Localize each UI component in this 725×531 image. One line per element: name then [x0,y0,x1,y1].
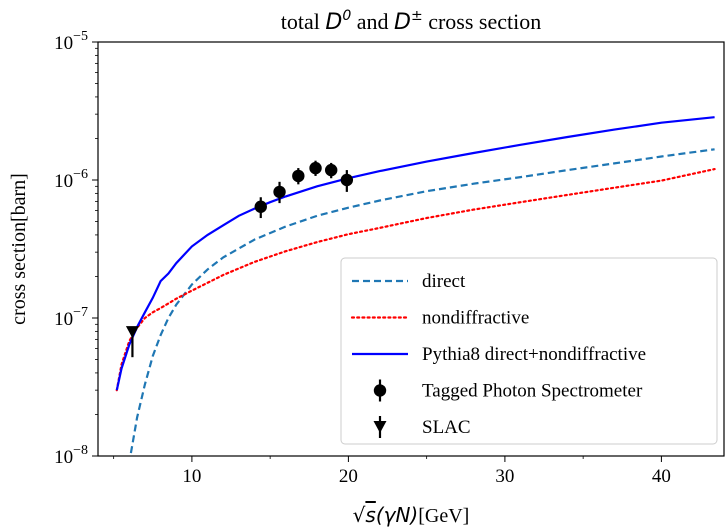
y-axis: 10−8 10−7 10−6 10−5 [54,29,98,468]
data-point-3-0 [254,197,267,219]
legend-label-1: nondiffractive [422,308,529,329]
legend-box [340,257,718,445]
marker-layer [125,160,354,358]
point-marker [254,200,267,213]
series-layer [115,116,716,454]
legend-item-3: Tagged Photon Spectrometer [373,379,643,402]
x-axis-label: √s(γN)[GeV] [353,503,470,527]
x-tick-label-2: 30 [495,466,514,487]
legend-item-0: direct [352,271,466,292]
point-marker [125,326,139,339]
legend-item-1: nondiffractive [350,308,529,329]
point-marker [340,173,354,187]
x-tick-label-3: 40 [652,466,671,487]
legend-label-2: Pythia8 direct+nondiffractive [422,344,646,365]
y-tick-label-1: 10−7 [54,305,88,330]
data-point-3-3 [309,160,322,176]
point-marker [324,163,338,177]
data-point-3-5 [340,170,354,192]
data-point-3-1 [273,181,286,204]
legend-item-2: Pythia8 direct+nondiffractive [352,344,646,365]
data-point-4-0 [125,326,139,358]
data-point-3-4 [324,162,338,179]
y-tick-label-0: 10−8 [54,443,88,468]
legend: direct nondiffractive Pythia8 direct+nondi… [340,257,718,445]
series-line-0 [129,148,715,454]
x-tick-label-1: 20 [339,466,358,487]
x-tick-label-0: 10 [182,466,201,487]
point-marker [273,185,286,199]
plot-area [97,41,725,457]
point-marker [309,161,322,175]
y-tick-label-3: 10−5 [54,29,88,54]
series-line-1 [115,168,716,392]
legend-label-3: Tagged Photon Spectrometer [422,381,643,402]
legend-marker [373,384,387,397]
legend-label-0: direct [422,271,466,292]
legend-label-4: SLAC [422,417,471,438]
legend-item-4: SLAC [373,416,471,438]
y-axis-label: cross section[barn] [8,173,30,325]
legend-marker [373,421,387,433]
data-point-3-2 [292,168,305,185]
series-line-2 [115,116,715,391]
y-tick-label-2: 10−6 [54,167,88,192]
point-marker [292,169,305,183]
x-axis: 10 20 30 40 [113,456,671,487]
chart-title: total D0 and D± cross section [281,8,541,35]
